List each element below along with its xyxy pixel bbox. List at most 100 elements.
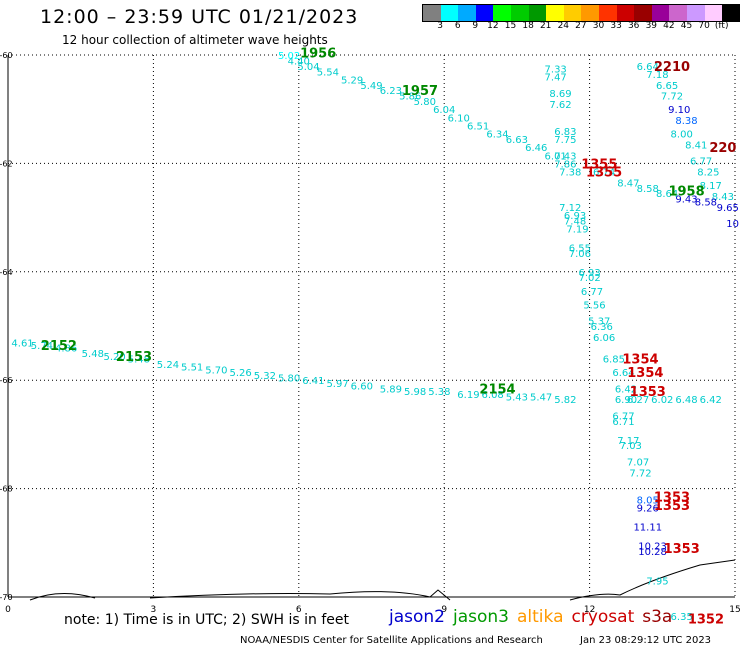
swh-value-label: 7.72 — [661, 92, 683, 103]
scale-swatch — [686, 5, 705, 21]
swh-value-label: 6.19 — [457, 390, 479, 401]
satellite-legend-item: altika — [517, 607, 564, 627]
swh-value-label: 6.48 — [675, 395, 697, 406]
color-scale-labels: 3 6 9 12 15 18 21 24 27 30 33 36 39 42 45 70 (ft) — [422, 21, 740, 33]
swh-value-label: 6.71 — [612, 417, 634, 428]
swh-value-label: 8.47 — [617, 178, 639, 189]
scale-label: 15 — [504, 21, 517, 31]
scale-label: 30 — [592, 21, 605, 31]
scale-label: 33 — [610, 21, 622, 31]
swh-value-label: 8.43 — [712, 192, 734, 203]
swh-value-label: 6.42 — [615, 384, 637, 395]
swh-value-label: 10.28 — [638, 547, 667, 558]
swh-value-label: 6.27 — [627, 395, 649, 406]
latitude-label: -60 — [0, 51, 13, 60]
swh-value-label: 5.98 — [404, 387, 426, 398]
swh-value-label: 6.93 — [578, 268, 600, 279]
swh-value-label: 7.75 — [554, 135, 576, 146]
scale-swatch — [722, 5, 740, 21]
swh-value-label: 5.02 — [278, 51, 300, 62]
scale-label: (ft) — [714, 21, 729, 31]
pass-time-label: 220 — [709, 141, 736, 156]
scale-label: 39 — [645, 21, 658, 31]
scale-swatch — [598, 5, 617, 21]
footer-timestamp: Jan 23 08:29:12 UTC 2023 — [580, 635, 712, 646]
swh-track-labels: 5.024.405.045.545.295.496.235.865.806.04… — [11, 51, 739, 623]
swh-value-label: 8.38 — [675, 116, 697, 127]
scale-swatch — [563, 5, 582, 21]
swh-value-label: 6.93 — [564, 211, 586, 222]
swh-value-label: 5.54 — [317, 67, 339, 78]
swh-value-label: 7.38 — [559, 168, 581, 179]
swh-value-label: 5.04 — [297, 62, 319, 73]
swh-value-label: 5.49 — [360, 81, 382, 92]
swh-value-label: 8.17 — [700, 181, 722, 192]
coastline — [29, 559, 736, 601]
swh-value-label: 6.77 — [690, 157, 712, 168]
scale-label: 6 — [454, 21, 461, 31]
satellite-legend-item: jason2 — [389, 607, 445, 627]
swh-value-label: 8.25 — [697, 168, 719, 179]
swh-value-label: 6.35 — [671, 612, 693, 623]
pass-time-label: 1355 — [586, 166, 622, 181]
swh-value-label: 6.83 — [554, 127, 576, 138]
longitude-label: 15 — [729, 605, 740, 615]
swh-value-label: 7.07 — [627, 458, 649, 469]
scale-label: 70 — [698, 21, 710, 31]
swh-value-label: 5.26 — [230, 368, 252, 379]
scale-swatch — [669, 5, 687, 21]
swh-value-label: 7.18 — [646, 70, 668, 81]
swh-value-label: 9.43 — [675, 195, 697, 206]
swh-value-label: 5.56 — [583, 300, 605, 311]
grid-lines — [7, 54, 736, 598]
swh-value-label: 6.23 — [380, 86, 402, 97]
swh-value-label: 6.64 — [612, 368, 634, 379]
swh-value-label: 7.72 — [629, 468, 651, 479]
swh-value-label: 5.43 — [506, 392, 528, 403]
swh-value-label: 7.33 — [545, 65, 567, 76]
pass-time-label: 1353 — [654, 499, 690, 514]
map-title: 12:00 – 23:59 UTC 01/21/2023 — [40, 6, 359, 28]
swh-value-label: 8.58 — [695, 197, 717, 208]
scale-label: 36 — [627, 21, 640, 31]
scale-swatch — [510, 5, 529, 21]
swh-value-label: 5.80 — [414, 97, 436, 108]
swh-value-label: 7.95 — [646, 577, 668, 588]
pass-time-label: 1956 — [300, 46, 336, 61]
longitude-labels: 0 3 6 9 12 15 — [5, 605, 740, 615]
swh-value-label: 9.26 — [637, 504, 659, 515]
swh-value-label: 5.80 — [278, 373, 300, 384]
pass-time-label: 1353 — [654, 491, 690, 506]
satellite-legend-item: cryosat — [571, 607, 635, 627]
latitude-label: -64 — [0, 268, 13, 277]
scale-swatch — [528, 5, 547, 21]
swh-value-label: 7.48 — [564, 216, 586, 227]
swh-value-label: 6.60 — [351, 382, 373, 393]
swh-value-label: 7.62 — [549, 100, 571, 111]
swh-value-label: 6.42 — [700, 395, 722, 406]
swh-value-label: 5.20 — [103, 352, 125, 363]
footer-credit: NOAA/NESDIS Center for Satellite Applica… — [240, 635, 543, 646]
scale-label: 18 — [522, 21, 534, 31]
swh-value-label: 5.97 — [326, 379, 348, 390]
swh-value-label: 5.74 — [31, 341, 53, 352]
pass-time-label: 1353 — [664, 542, 700, 557]
scale-label: 3 — [437, 21, 443, 31]
swh-value-label: 7.12 — [559, 203, 581, 214]
scale-swatch — [458, 5, 476, 21]
swh-value-label: 7.17 — [617, 436, 639, 447]
swh-value-label: 4.61 — [11, 338, 33, 349]
scale-swatch — [616, 5, 635, 21]
swh-value-label: 7.47 — [545, 73, 567, 84]
pass-time-label: 2210 — [654, 60, 690, 75]
scale-swatch — [634, 5, 652, 21]
swh-value-label: 6.46 — [525, 143, 547, 154]
swh-value-label: 8.69 — [549, 89, 571, 100]
pass-time-label: 1354 — [627, 366, 663, 381]
swh-value-label: 5.70 — [205, 365, 227, 376]
pass-time-label: 2153 — [116, 350, 152, 365]
swh-value-label: 5.38 — [428, 387, 450, 398]
scale-swatch — [651, 5, 670, 21]
longitude-label: 3 — [151, 605, 157, 615]
